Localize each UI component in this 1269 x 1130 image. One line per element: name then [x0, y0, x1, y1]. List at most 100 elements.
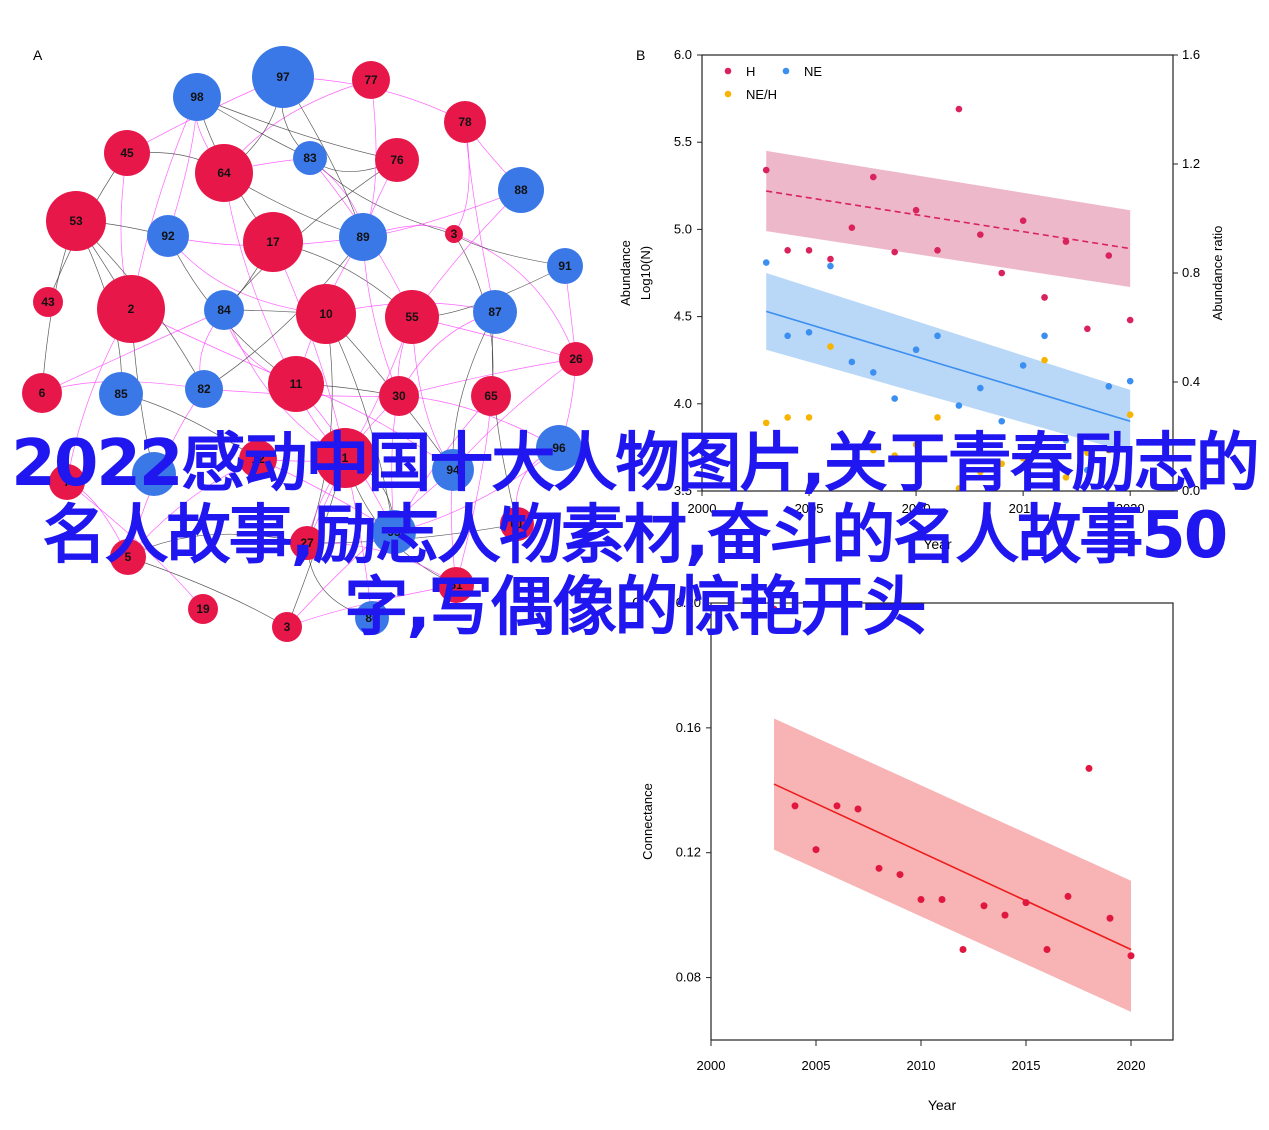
network-node-label: 98 [190, 90, 204, 104]
network-node-label: 85 [114, 387, 128, 401]
network-node [444, 101, 486, 143]
network-node [22, 373, 62, 413]
point-ne-h [891, 452, 898, 459]
point-ne [1105, 383, 1113, 390]
y-axis-label: Connectance [640, 783, 655, 860]
x-tick-label: 2000 [697, 1058, 726, 1073]
network-node-label: 82 [197, 382, 211, 396]
network-edge [286, 584, 457, 628]
network-node-label: 94 [446, 463, 460, 477]
data-point [812, 846, 820, 854]
point-ne [955, 402, 963, 409]
network-edge [223, 172, 297, 385]
network-node-label: 30 [392, 389, 406, 403]
network-node [99, 372, 143, 416]
y2-axis-label: Abundance ratio [1210, 226, 1225, 321]
network-node [500, 507, 534, 541]
fit-line-h [766, 190, 1131, 250]
network-node [49, 464, 85, 500]
network-node [132, 452, 176, 496]
network-node-label: 92 [161, 229, 175, 243]
point-ne [891, 395, 898, 402]
network-node-label: 88 [514, 183, 528, 197]
network-node [239, 440, 277, 478]
point-ne-h [1062, 474, 1070, 481]
network-node-label: 3 [451, 227, 458, 241]
network-node [104, 130, 150, 176]
legend-marker [724, 90, 732, 98]
network-node [147, 215, 189, 257]
legend-marker [782, 67, 790, 75]
point-h [869, 173, 877, 181]
network-node-label: 2 [128, 302, 135, 316]
data-point [980, 902, 988, 910]
point-h [912, 206, 920, 214]
network-node-label: 11 [290, 377, 303, 391]
point-ne-h [1019, 455, 1027, 462]
data-point [938, 896, 946, 904]
x-tick-label: 2020 [1117, 1058, 1146, 1073]
data-point [854, 805, 862, 813]
data-point [1085, 764, 1093, 772]
network-node [268, 356, 324, 412]
network-node-label: 78 [458, 115, 472, 129]
network-node [290, 526, 324, 560]
x-tick-label: 2015 [1009, 501, 1038, 516]
y-tick-label: 5.0 [674, 221, 692, 236]
point-ne-h [955, 484, 963, 492]
overlay-title-line-1: 2022感动中国十大人物图片,关于 [11, 427, 949, 501]
network-node-label: 1 [342, 451, 349, 465]
legend-marker [724, 67, 732, 75]
overlay-title-line-3: 奋斗的名人故事50字,写偶像的惊艳 [344, 499, 1228, 645]
legend-label: NE [804, 64, 822, 79]
network-node [375, 138, 419, 182]
network-node-label: 83 [303, 151, 317, 165]
point-h [1041, 294, 1048, 301]
abundance-plot: 2000 2005 2010 2015 2020 3.5 4.0 4.5 5.0 5.5 6.0 0.… [618, 47, 1225, 552]
connectance-panel: C 2000 2005 2010 2015 2020 0.08 0.12 0.16 0.20 Ye… [632, 594, 1174, 1113]
network-node [195, 144, 253, 202]
y-axis-label: Abundance [618, 240, 633, 306]
network-edge [41, 309, 225, 394]
network-node-label: 65 [484, 389, 498, 403]
point-ne-h [848, 460, 856, 468]
network-node-label: 95 [387, 525, 401, 539]
point-ne [977, 384, 984, 392]
network-node [385, 290, 439, 344]
point-ne [912, 346, 920, 354]
data-point [1064, 892, 1072, 900]
network-node [46, 191, 106, 251]
point-ne [827, 262, 834, 270]
data-point [959, 945, 967, 953]
point-ne [848, 358, 856, 366]
y2-tick-label: 0.4 [1182, 374, 1200, 389]
network-node-label: 96 [552, 441, 566, 455]
network-node-label: 84 [217, 303, 231, 317]
point-h [998, 269, 1006, 277]
network-node-label: 43 [41, 295, 55, 309]
network-node-label: 61 [510, 517, 524, 531]
data-point [770, 605, 778, 613]
x-tick-label: 2010 [907, 1058, 936, 1073]
fit-band [774, 718, 1131, 1012]
point-ne-h [1084, 449, 1091, 457]
network-node [498, 167, 544, 213]
network-node-label: 10 [319, 307, 333, 321]
connectance-plot: 2000 2005 2010 2015 2020 0.08 0.12 0.16 0.20 Year… [640, 595, 1174, 1113]
network-node-label: 7 [64, 475, 71, 489]
x-axis-label: Year [928, 1097, 957, 1113]
point-ne [869, 369, 877, 376]
point-h [1019, 217, 1027, 224]
legend-label: H [746, 64, 755, 79]
network-node [315, 428, 375, 488]
network-node [352, 61, 390, 99]
point-ne [762, 259, 770, 266]
y-tick-label: 0.16 [676, 720, 701, 735]
point-ne [1062, 437, 1070, 444]
network-node-label: 8 [151, 467, 158, 481]
point-h [1105, 252, 1113, 259]
point-ne-h [1105, 446, 1113, 454]
